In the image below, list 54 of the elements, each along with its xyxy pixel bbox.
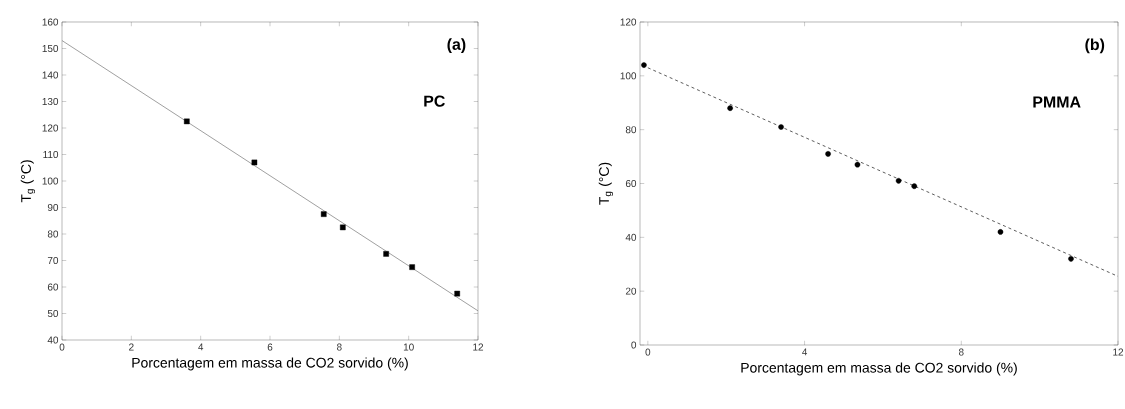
annotation: PMMA [1033,96,1081,108]
x-tick-label: 8 [337,343,342,351]
x-tick-label: 4 [802,348,808,356]
x-axis-title: Porcentagem em massa de CO2 sorvido (%) [741,362,1017,376]
y-tick-label: 80 [47,230,59,238]
x-tick-label: 8 [958,348,964,356]
y-tick-label: 110 [43,150,59,159]
x-axis-title: Porcentagem em massa de CO2 sorvido (%) [132,357,408,371]
x-tick-label: 10 [403,343,414,351]
y-tick-label: 130 [42,97,59,106]
y-tick-label: 20 [625,287,637,295]
y-tick-label: 100 [42,177,59,185]
y-tick-label: 50 [47,309,59,318]
y-tick-label: 60 [625,179,637,188]
annotation: (b) [1085,38,1105,54]
point [1068,256,1074,262]
x-tick-label: 0 [645,348,651,356]
point [854,161,861,168]
point [340,224,346,231]
y-tick-label: 60 [47,283,59,291]
point [641,62,647,68]
y-tick-label: 70 [47,256,59,265]
y-tick-label: 120 [42,124,59,132]
x-tick-label: 6 [267,343,273,351]
x-tick-label: 12 [1113,348,1124,356]
point [825,151,831,157]
point [778,124,784,130]
y-tick-label: 100 [620,72,637,80]
point [911,183,918,189]
y-tick-label: 90 [47,203,59,212]
y-tick-label: 140 [42,71,59,79]
annotation: (a) [447,38,466,54]
x-tick-label: 4 [198,343,204,351]
point [454,290,460,297]
point [997,229,1004,235]
point [383,251,389,257]
y-axis-title: T$_{g}$ (°C) [598,162,614,205]
y-tick-label: 150 [42,44,59,53]
y-tick-label: 40 [47,336,59,344]
x-tick-label: 0 [59,343,65,351]
y-axis-title: T$_{g}$ (°C) [20,160,36,203]
point [184,118,190,125]
y-tick-label: 120 [620,18,637,26]
x-tick-label: 12 [473,343,484,351]
y-tick-label: 80 [625,126,637,134]
y-tick-label: 40 [625,233,637,241]
point [727,105,733,111]
annotation: PC [424,95,445,107]
point [251,159,258,166]
y-tick-label: 160 [42,18,59,26]
point [320,211,327,217]
x-tick-label: 2 [129,343,134,351]
point [409,264,415,270]
point [895,178,902,184]
